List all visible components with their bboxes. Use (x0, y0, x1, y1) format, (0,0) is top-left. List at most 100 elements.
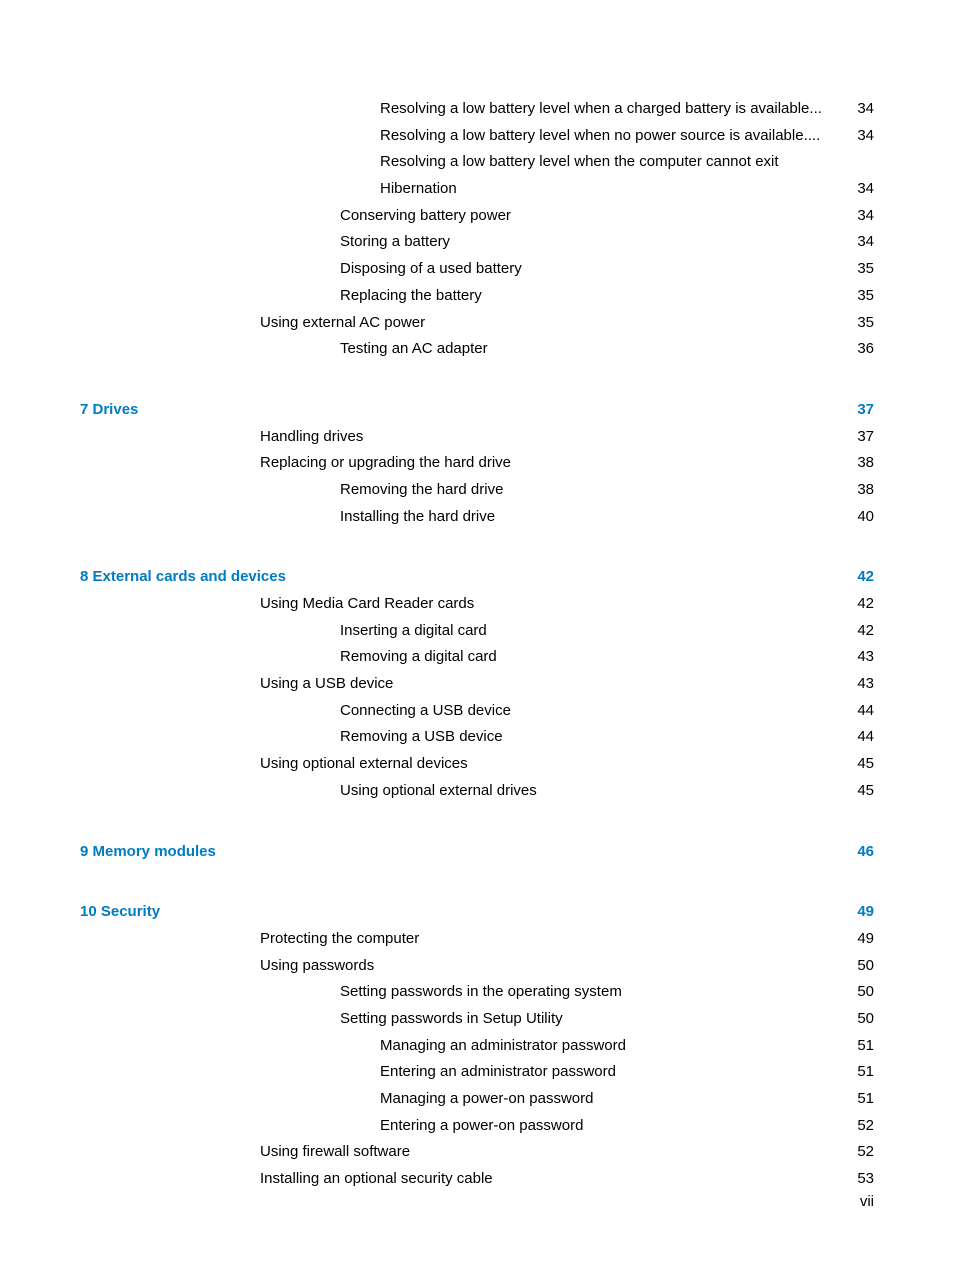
toc-entry[interactable]: Entering a power-on password 52 (80, 1113, 874, 1140)
toc-entry-page: 49 (853, 926, 874, 953)
toc-entry-title: Resolving a low battery level when no po… (380, 123, 804, 150)
toc-entry-page: 35 (853, 310, 874, 337)
toc-entry-title: Using passwords (260, 953, 374, 980)
toc-entry-title: Resolving a low battery level when the c… (380, 149, 779, 176)
toc-entry-page: 50 (853, 979, 874, 1006)
toc-entry[interactable]: Using optional external devices 45 (80, 751, 874, 778)
toc-root: Resolving a low battery level when a cha… (80, 96, 874, 1193)
toc-entry[interactable]: Handling drives 37 (80, 424, 874, 451)
toc-entry[interactable]: Inserting a digital card 42 (80, 618, 874, 645)
toc-chapter-title: 9 Memory modules (80, 839, 216, 866)
toc-entry-title: Setting passwords in the operating syste… (340, 979, 622, 1006)
toc-entry[interactable]: Setting passwords in Setup Utility 50 (80, 1006, 874, 1033)
toc-entry-page: 51 (853, 1059, 874, 1086)
toc-entry-page: 34 (853, 229, 874, 256)
toc-entry[interactable]: Disposing of a used battery 35 (80, 256, 874, 283)
toc-entry-page: 46 (853, 839, 874, 866)
toc-entry-title: Protecting the computer (260, 926, 419, 953)
toc-entry[interactable]: Managing a power-on password 51 (80, 1086, 874, 1113)
toc-entry-title: Replacing the battery (340, 283, 482, 310)
toc-page: Resolving a low battery level when a cha… (0, 0, 954, 1270)
toc-chapter-head[interactable]: 7 Drives 37 (80, 397, 874, 424)
toc-entry[interactable]: Removing a digital card 43 (80, 644, 874, 671)
toc-entry[interactable]: Protecting the computer 49 (80, 926, 874, 953)
toc-entry-page: 37 (853, 397, 874, 424)
toc-entry-page: 34 (853, 96, 874, 123)
toc-entry[interactable]: Removing the hard drive 38 (80, 477, 874, 504)
toc-entry-page: 43 (853, 644, 874, 671)
toc-entry-title: Disposing of a used battery (340, 256, 522, 283)
toc-entry-page: 36 (853, 336, 874, 363)
toc-entry-title: Conserving battery power (340, 203, 511, 230)
toc-entry[interactable]: Using Media Card Reader cards 42 (80, 591, 874, 618)
toc-entry-page: 51 (853, 1033, 874, 1060)
toc-entry[interactable]: Entering an administrator password 51 (80, 1059, 874, 1086)
toc-entry-title: Using a USB device (260, 671, 393, 698)
toc-entry[interactable]: Installing an optional security cable 53 (80, 1166, 874, 1193)
toc-entry-title: Removing a USB device (340, 724, 503, 751)
toc-entry-page: 45 (853, 751, 874, 778)
toc-entry-page: 38 (853, 477, 874, 504)
toc-entry-page: 44 (853, 698, 874, 725)
toc-entry-page: 37 (853, 424, 874, 451)
toc-entry[interactable]: Removing a USB device 44 (80, 724, 874, 751)
toc-entry-title: Using Media Card Reader cards (260, 591, 474, 618)
toc-entry-title: Using firewall software (260, 1139, 410, 1166)
toc-entry[interactable]: Using passwords 50 (80, 953, 874, 980)
toc-entry[interactable]: Installing the hard drive 40 (80, 504, 874, 531)
toc-entry-page: 34 (853, 203, 874, 230)
toc-chapter-block: 7 Drives 37Handling drives 37Replacing o… (80, 397, 874, 530)
toc-entry-page: 42 (853, 618, 874, 645)
toc-entry-page: 35 (853, 283, 874, 310)
toc-entry[interactable]: Setting passwords in the operating syste… (80, 979, 874, 1006)
toc-entry[interactable]: Replacing or upgrading the hard drive 38 (80, 450, 874, 477)
toc-chapter-head[interactable]: 9 Memory modules 46 (80, 839, 874, 866)
toc-entry-page: 50 (853, 1006, 874, 1033)
toc-entry-page: 52 (853, 1113, 874, 1140)
toc-entry-page: 42 (853, 591, 874, 618)
toc-chapter-block: 10 Security 49Protecting the computer 49… (80, 899, 874, 1193)
toc-entry[interactable]: Using external AC power 35 (80, 310, 874, 337)
toc-entry-title: Using optional external drives (340, 778, 537, 805)
toc-entry[interactable]: Resolving a low battery level when the c… (80, 149, 874, 176)
toc-entry-title: Removing a digital card (340, 644, 497, 671)
toc-entry[interactable]: Conserving battery power 34 (80, 203, 874, 230)
toc-entry-title: Installing an optional security cable (260, 1166, 493, 1193)
toc-entry[interactable]: Managing an administrator password 51 (80, 1033, 874, 1060)
toc-entry-page: 49 (853, 899, 874, 926)
toc-entry[interactable]: Resolving a low battery level when no po… (80, 123, 874, 150)
toc-entry-title: Handling drives (260, 424, 363, 451)
toc-chapter-block: 8 External cards and devices 42Using Med… (80, 564, 874, 804)
toc-leader-short: .... (804, 123, 821, 150)
toc-entry-title: Using optional external devices (260, 751, 468, 778)
toc-entry[interactable]: Using a USB device 43 (80, 671, 874, 698)
toc-entry-title: Storing a battery (340, 229, 450, 256)
toc-entry-page: 44 (853, 724, 874, 751)
toc-leader-short: ... (809, 96, 822, 123)
toc-entry[interactable]: Replacing the battery 35 (80, 283, 874, 310)
toc-entry[interactable]: Using firewall software 52 (80, 1139, 874, 1166)
toc-entry-title: Entering a power-on password (380, 1113, 583, 1140)
toc-entry-page: 45 (853, 778, 874, 805)
toc-chapter-head[interactable]: 8 External cards and devices 42 (80, 564, 874, 591)
toc-entry[interactable]: Storing a battery 34 (80, 229, 874, 256)
toc-entry-page: 38 (853, 450, 874, 477)
toc-entry[interactable]: Connecting a USB device 44 (80, 698, 874, 725)
toc-entry-title: Inserting a digital card (340, 618, 487, 645)
page-number-footer: vii (860, 1193, 874, 1210)
toc-entry-title: Replacing or upgrading the hard drive (260, 450, 511, 477)
toc-chapter-head[interactable]: 10 Security 49 (80, 899, 874, 926)
toc-entry-title: Managing a power-on password (380, 1086, 593, 1113)
toc-entry-page: 52 (853, 1139, 874, 1166)
toc-entry[interactable]: Hibernation 34 (80, 176, 874, 203)
toc-entry-page: 51 (853, 1086, 874, 1113)
toc-entry-title: Testing an AC adapter (340, 336, 488, 363)
toc-chapter-title: 8 External cards and devices (80, 564, 286, 591)
toc-entry[interactable]: Using optional external drives 45 (80, 778, 874, 805)
toc-entry[interactable]: Resolving a low battery level when a cha… (80, 96, 874, 123)
toc-entry-page: 53 (853, 1166, 874, 1193)
toc-chapter-block: 9 Memory modules 46 (80, 839, 874, 866)
toc-entry-title: Removing the hard drive (340, 477, 503, 504)
toc-entry-page: 43 (853, 671, 874, 698)
toc-entry[interactable]: Testing an AC adapter 36 (80, 336, 874, 363)
